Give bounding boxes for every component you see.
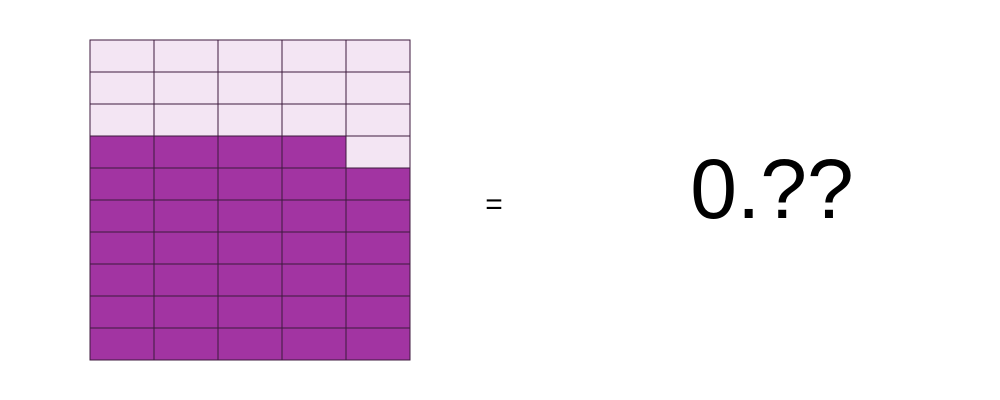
empty-cell <box>89 39 155 73</box>
shaded-cell <box>281 263 347 297</box>
shaded-cell <box>89 199 155 233</box>
empty-cell <box>281 71 347 105</box>
shaded-cell <box>89 231 155 265</box>
empty-cell <box>153 71 219 105</box>
shaded-cell <box>153 167 219 201</box>
empty-cell <box>217 103 283 137</box>
empty-cell <box>345 103 411 137</box>
shaded-cell <box>281 199 347 233</box>
shaded-cell <box>217 295 283 329</box>
shaded-cell <box>153 135 219 169</box>
shaded-cell <box>345 199 411 233</box>
empty-cell <box>345 39 411 73</box>
empty-cell <box>89 103 155 137</box>
empty-cell <box>89 71 155 105</box>
shaded-cell <box>89 135 155 169</box>
shaded-cell <box>345 295 411 329</box>
shaded-cell <box>281 231 347 265</box>
shaded-cell <box>217 231 283 265</box>
shaded-cell <box>89 295 155 329</box>
shaded-cell <box>153 199 219 233</box>
empty-cell <box>281 39 347 73</box>
equals-sign: = <box>485 188 503 221</box>
empty-cell <box>345 71 411 105</box>
shaded-cell <box>153 295 219 329</box>
shaded-cell <box>153 231 219 265</box>
shaded-cell <box>89 263 155 297</box>
shaded-cell <box>281 135 347 169</box>
shaded-cell <box>217 167 283 201</box>
shaded-cell <box>153 263 219 297</box>
shaded-cell <box>345 167 411 201</box>
shaded-cell <box>217 327 283 361</box>
empty-cell <box>153 39 219 73</box>
shaded-cell <box>89 167 155 201</box>
empty-cell <box>153 103 219 137</box>
empty-cell <box>217 39 283 73</box>
shaded-cell <box>281 327 347 361</box>
empty-cell <box>345 135 411 169</box>
shaded-cell <box>89 327 155 361</box>
shaded-cell <box>281 295 347 329</box>
fraction-grid <box>89 39 411 361</box>
empty-cell <box>217 71 283 105</box>
shaded-cell <box>217 199 283 233</box>
shaded-cell <box>153 327 219 361</box>
shaded-cell <box>281 167 347 201</box>
answer: 0.?? <box>690 142 854 236</box>
shaded-cell <box>345 263 411 297</box>
empty-cell <box>281 103 347 137</box>
shaded-cell <box>345 231 411 265</box>
shaded-cell <box>217 135 283 169</box>
shaded-cell <box>217 263 283 297</box>
shaded-cell <box>345 327 411 361</box>
